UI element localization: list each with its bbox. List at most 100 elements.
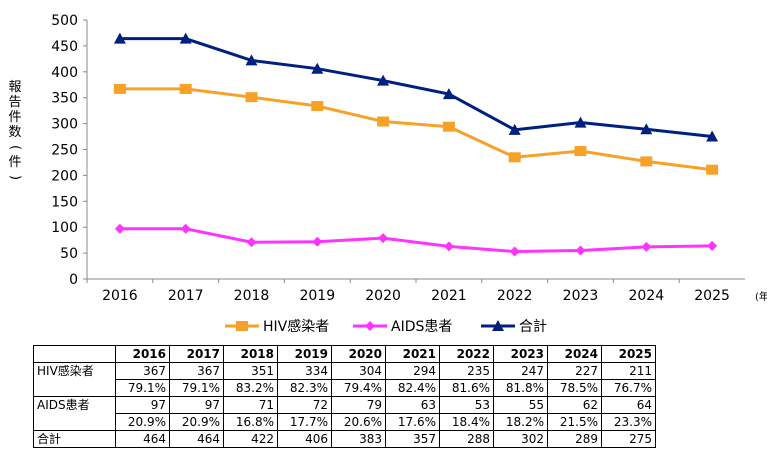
data-point	[113, 83, 126, 94]
data-point	[442, 121, 455, 132]
table-row: 79.1% 79.1% 83.2% 82.3% 79.4% 82.4% 81.6…	[33, 379, 656, 397]
x-tick-label: 2017	[168, 288, 204, 304]
data-point	[113, 32, 126, 44]
aids-pct: 17.6%	[385, 413, 440, 431]
table-row: 20.9% 20.9% 16.8% 17.7% 20.6% 17.6% 18.4…	[33, 413, 656, 431]
aids-count: 53	[439, 396, 494, 414]
aids-pct: 18.2%	[493, 413, 548, 431]
row-label-blank	[33, 413, 116, 431]
total-count: 288	[439, 430, 494, 448]
data-point	[245, 92, 258, 103]
x-tick-label: 2016	[102, 288, 138, 304]
series-line	[119, 87, 713, 172]
hiv-pct: 76.7%	[601, 379, 656, 397]
row-label-total: 合計	[33, 430, 116, 448]
x-tick-label: 2024	[628, 288, 664, 304]
total-count: 383	[331, 430, 386, 448]
data-point	[706, 164, 719, 175]
legend-marker	[365, 321, 375, 331]
table-year: 2020	[331, 345, 386, 363]
data-table: 2016 2017 2018 2019 2020 2021 2022 2023 …	[33, 345, 656, 448]
data-point	[179, 32, 192, 44]
x-tick-label: 2025	[694, 288, 730, 304]
data-point	[377, 116, 390, 127]
data-point	[311, 62, 324, 74]
hiv-count: 367	[169, 362, 224, 380]
y-tick-label: 450	[51, 39, 78, 55]
aids-pct: 20.6%	[331, 413, 386, 431]
row-label-aids: AIDS患者	[33, 396, 116, 414]
y-axis-label-char: 件	[8, 110, 22, 125]
y-tick-label: 500	[51, 13, 78, 29]
table-year: 2024	[547, 345, 602, 363]
legend-marker	[492, 320, 504, 331]
row-label-hiv: HIV感染者	[33, 362, 116, 380]
table-year: 2023	[493, 345, 548, 363]
hiv-pct: 83.2%	[223, 379, 278, 397]
y-tick-label: 200	[51, 168, 78, 184]
x-tick-label: 2019	[299, 288, 335, 304]
aids-count: 64	[601, 396, 656, 414]
hiv-pct: 79.1%	[169, 379, 224, 397]
data-point	[706, 130, 719, 142]
table-row: 合計 464 464 422 406 383 357 288 302 289 2…	[33, 430, 656, 448]
series-line	[119, 227, 713, 254]
hiv-pct: 82.4%	[385, 379, 440, 397]
hiv-count: 235	[439, 362, 494, 380]
legend-label: 合計	[519, 319, 547, 335]
aids-pct: 20.9%	[115, 413, 170, 431]
total-count: 464	[115, 430, 170, 448]
aids-pct: 20.9%	[169, 413, 224, 431]
total-count: 302	[493, 430, 548, 448]
hiv-pct: 81.8%	[493, 379, 548, 397]
series-line	[119, 37, 713, 139]
y-axis-label-char: 報	[8, 80, 22, 95]
data-point	[641, 241, 652, 252]
y-tick-label: 350	[51, 91, 78, 107]
hiv-count: 247	[493, 362, 548, 380]
y-tick-label: 0	[69, 272, 78, 288]
data-point	[508, 152, 521, 163]
aids-count: 62	[547, 396, 602, 414]
table-year: 2022	[439, 345, 494, 363]
aids-count: 55	[493, 396, 548, 414]
x-tick-label: 2023	[563, 288, 599, 304]
data-point	[378, 233, 389, 244]
y-axis-label-char: )	[7, 174, 23, 181]
data-point	[443, 241, 454, 252]
data-point	[640, 156, 653, 167]
aids-pct: 21.5%	[547, 413, 602, 431]
legend-label: AIDS患者	[391, 319, 452, 335]
hiv-count: 351	[223, 362, 278, 380]
hiv-pct: 81.6%	[439, 379, 494, 397]
total-count: 422	[223, 430, 278, 448]
data-point	[179, 83, 192, 94]
data-point	[574, 116, 587, 128]
hiv-count: 304	[331, 362, 386, 380]
x-axis-unit-label: (年)	[755, 290, 767, 303]
table-year: 2021	[385, 345, 440, 363]
hiv-pct: 78.5%	[547, 379, 602, 397]
data-point	[180, 223, 191, 234]
hiv-count: 334	[277, 362, 332, 380]
y-tick-label: 300	[51, 117, 78, 133]
aids-count: 71	[223, 396, 278, 414]
y-tick-label: 400	[51, 65, 78, 81]
hiv-count: 227	[547, 362, 602, 380]
x-tick-label: 2022	[497, 288, 533, 304]
x-tick-label: 2018	[234, 288, 270, 304]
aids-pct: 17.7%	[277, 413, 332, 431]
total-count: 357	[385, 430, 440, 448]
data-point	[246, 237, 257, 248]
hiv-count: 294	[385, 362, 440, 380]
data-point	[377, 74, 390, 86]
aids-pct: 23.3%	[601, 413, 656, 431]
table-header-row: 2016 2017 2018 2019 2020 2021 2022 2023 …	[33, 345, 656, 363]
y-axis-label-char: 告	[8, 95, 22, 110]
aids-count: 79	[331, 396, 386, 414]
table-corner	[33, 345, 116, 363]
data-point	[312, 236, 323, 247]
aids-count: 97	[169, 396, 224, 414]
y-axis-label-char: 件	[8, 155, 22, 170]
aids-count: 97	[115, 396, 170, 414]
